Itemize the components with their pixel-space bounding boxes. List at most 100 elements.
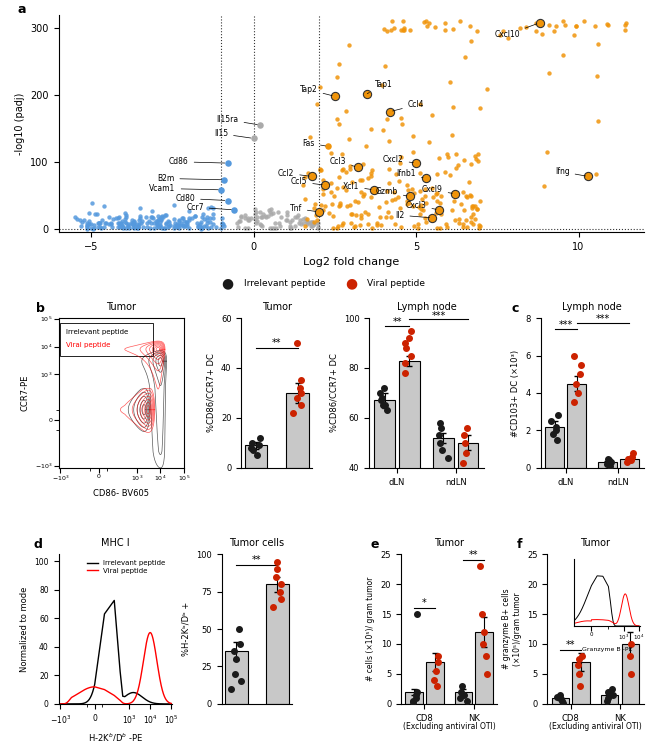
Point: [318, 174, 328, 186]
Point: [295, 214, 306, 226]
Point: [296, 374, 306, 386]
Point: [231, 653, 241, 665]
Point: [302, 213, 313, 225]
Point: [334, 58, 345, 70]
Point: [363, 218, 373, 230]
Point: [202, 214, 213, 226]
Point: [88, 222, 98, 234]
Point: [344, 160, 355, 172]
Point: [127, 221, 138, 233]
Point: [246, 213, 256, 225]
Point: [285, 222, 295, 234]
Point: [83, 217, 93, 229]
Point: [452, 159, 463, 171]
Point: [121, 222, 131, 233]
Point: [482, 83, 493, 95]
Point: [441, 218, 451, 230]
Point: [216, 222, 227, 234]
Text: Viral peptide: Viral peptide: [367, 279, 425, 288]
Point: [347, 176, 358, 188]
Point: [129, 222, 140, 234]
Point: [436, 445, 447, 456]
Point: [315, 81, 326, 93]
Point: [538, 179, 549, 191]
Point: [406, 325, 417, 336]
Bar: [601, 695, 618, 704]
Point: [275, 585, 285, 597]
Point: [276, 593, 286, 605]
Point: [124, 222, 134, 233]
Point: [404, 193, 414, 205]
Point: [458, 457, 469, 469]
Point: [120, 216, 131, 228]
Point: [309, 218, 319, 230]
Title: Lymph node: Lymph node: [562, 302, 622, 312]
Point: [96, 222, 106, 234]
Y-axis label: CCR7-PE: CCR7-PE: [20, 375, 29, 411]
Point: [408, 697, 418, 708]
Point: [116, 218, 127, 230]
Point: [144, 215, 154, 227]
Point: [164, 219, 175, 231]
Point: [250, 203, 261, 215]
Point: [409, 187, 419, 199]
Point: [548, 428, 558, 440]
Point: [218, 220, 229, 232]
Point: [137, 215, 148, 227]
Point: [456, 199, 466, 210]
Point: [122, 220, 133, 232]
Point: [411, 686, 422, 698]
Point: [465, 20, 476, 32]
Point: [448, 24, 459, 36]
Point: [233, 221, 244, 233]
Point: [117, 221, 127, 233]
Point: [360, 206, 370, 218]
Point: [90, 207, 101, 219]
Point: [384, 177, 394, 189]
Point: [454, 217, 464, 229]
Point: [435, 417, 445, 429]
Point: [263, 210, 273, 222]
Point: [87, 196, 98, 208]
Point: [377, 392, 387, 404]
Point: [326, 186, 337, 198]
Point: [164, 220, 174, 232]
Point: [268, 222, 279, 233]
Point: [183, 205, 194, 217]
Point: [126, 217, 136, 229]
Point: [173, 220, 183, 232]
Point: [603, 19, 614, 31]
Point: [235, 676, 246, 688]
Point: [552, 434, 562, 446]
Point: [604, 460, 615, 472]
Point: [144, 222, 155, 233]
Bar: [433, 438, 454, 568]
Point: [350, 196, 360, 207]
Point: [400, 357, 410, 369]
Point: [272, 207, 283, 219]
Point: [461, 447, 471, 459]
Point: [163, 216, 174, 227]
Point: [395, 157, 405, 169]
Point: [448, 186, 459, 198]
Point: [390, 218, 400, 230]
Y-axis label: -log10 (padj): -log10 (padj): [15, 92, 25, 155]
Point: [367, 164, 378, 176]
Point: [190, 210, 201, 222]
Point: [222, 157, 233, 169]
Y-axis label: %CD86/CCR7+ DC: %CD86/CCR7+ DC: [207, 353, 215, 433]
Point: [411, 157, 421, 169]
Point: [332, 71, 342, 83]
Point: [175, 219, 185, 231]
Point: [234, 216, 244, 227]
Point: [396, 24, 406, 36]
Point: [626, 454, 636, 466]
Point: [602, 18, 612, 30]
Point: [608, 689, 618, 701]
Point: [382, 24, 393, 36]
Point: [447, 187, 458, 199]
Point: [434, 152, 444, 164]
Point: [536, 27, 547, 39]
Point: [363, 208, 373, 220]
Point: [82, 222, 92, 234]
